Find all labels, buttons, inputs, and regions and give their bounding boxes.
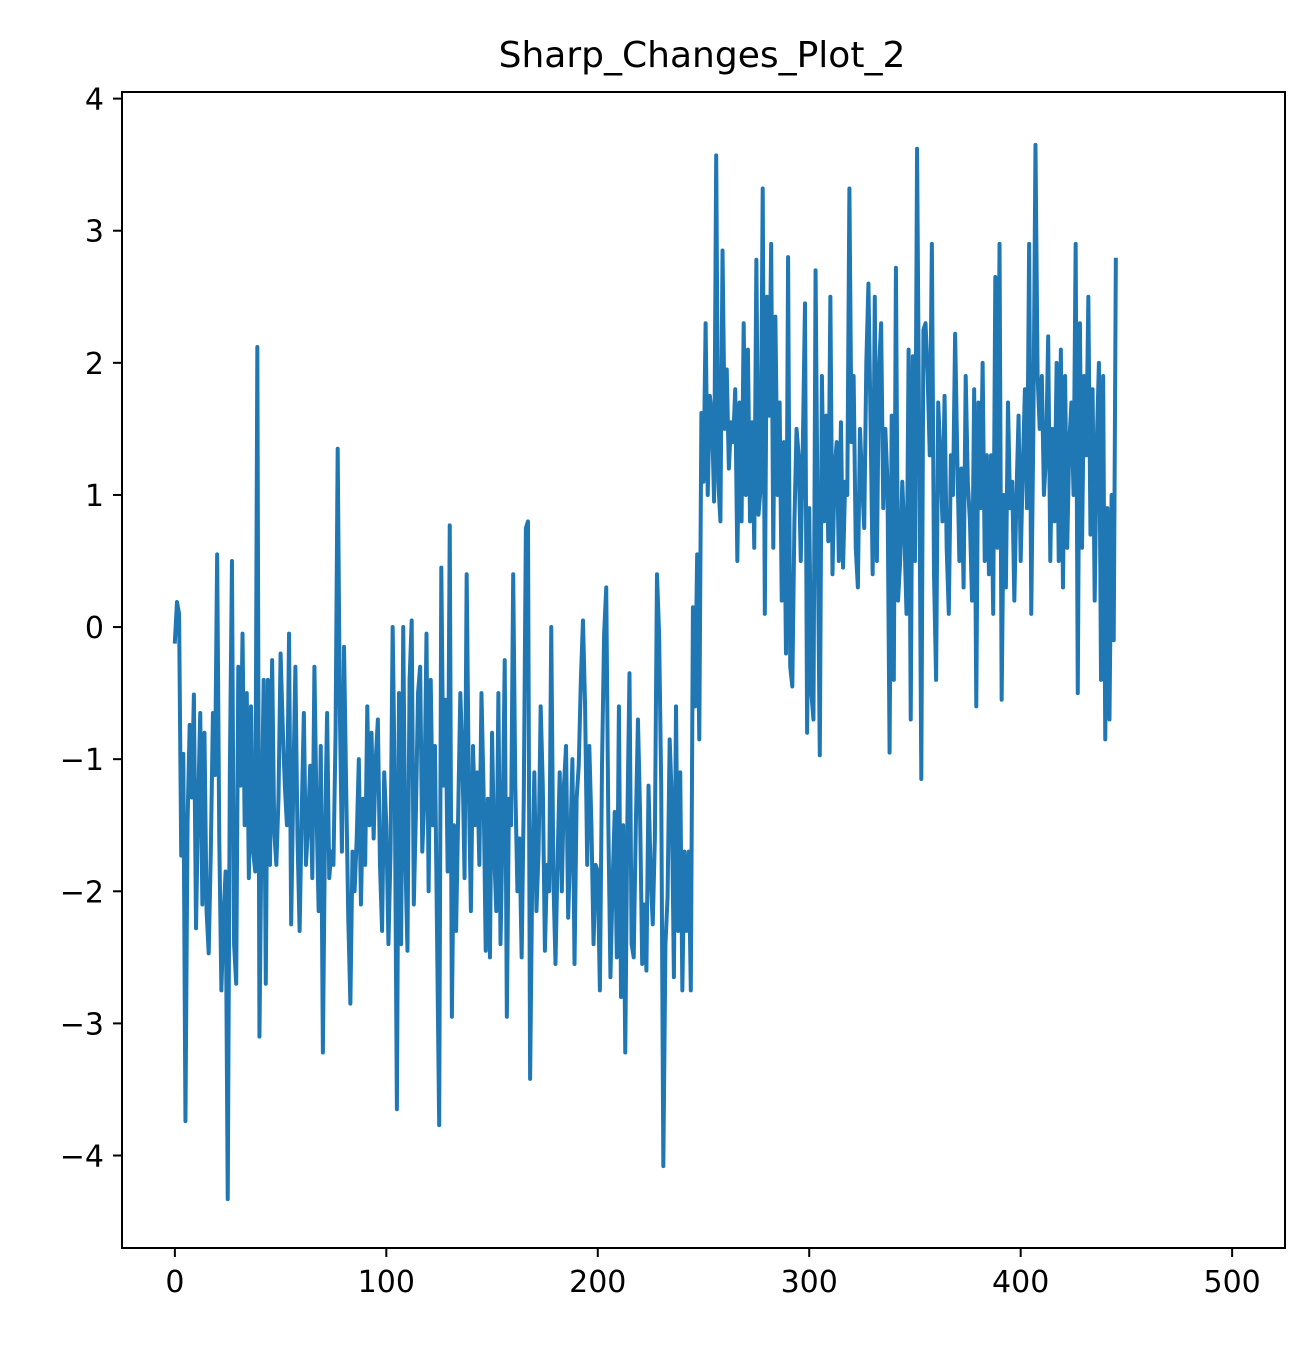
y-tick-label: 4	[85, 83, 104, 118]
x-axis: 0 100 200 300 400 500	[165, 1248, 1261, 1300]
x-tick-label: 100	[358, 1265, 415, 1300]
y-tick-label: 0	[85, 611, 104, 646]
y-tick-label: 2	[85, 347, 104, 382]
y-tick-label: −3	[60, 1007, 104, 1042]
y-tick-label: 1	[85, 479, 104, 514]
y-axis: −4 −3 −2 −1 0 1 2 3 4	[60, 83, 122, 1175]
y-tick-label: −2	[60, 875, 104, 910]
axes-frame	[121, 91, 1286, 1249]
x-tick-label: 0	[165, 1265, 184, 1300]
y-tick-label: −1	[60, 743, 104, 778]
x-tick-label: 500	[1204, 1265, 1261, 1300]
x-tick-label: 400	[992, 1265, 1049, 1300]
y-tick-label: −4	[60, 1140, 104, 1175]
y-tick-label: 3	[85, 215, 104, 250]
plot-area	[172, 142, 1118, 1202]
x-tick-label: 200	[569, 1265, 626, 1300]
series-line	[172, 142, 1118, 1202]
chart-title: Sharp_Changes_Plot_2	[499, 35, 906, 76]
x-tick-label: 300	[781, 1265, 838, 1300]
